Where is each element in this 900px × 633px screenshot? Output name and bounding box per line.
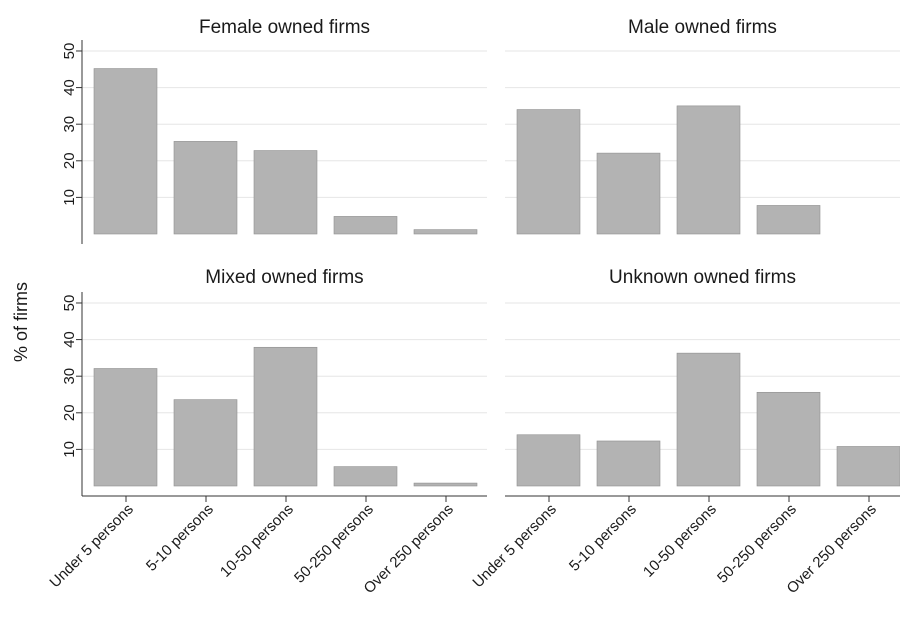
bar-p2-2 <box>253 346 318 487</box>
y-tick-label-p2-2: 30 <box>61 368 78 385</box>
x-tick-label-p3-4: Over 250 persons <box>783 501 879 597</box>
panel-title-p3: Unknown owned firms <box>609 267 796 288</box>
y-tick-label-p2-3: 40 <box>61 331 78 348</box>
bar-p2-0 <box>93 368 158 487</box>
bar-p3-2 <box>676 352 741 487</box>
y-tick-label-p0-4: 50 <box>61 43 78 60</box>
y-tick-label-p2-4: 50 <box>61 295 78 312</box>
x-tick-label-p3-3: 50-250 persons <box>714 501 800 587</box>
bar-p0-1 <box>173 141 238 235</box>
bar-p3-4 <box>836 446 900 487</box>
bar-p0-2 <box>253 150 318 235</box>
bar-p2-4 <box>413 482 478 487</box>
bar-p3-3 <box>756 391 821 487</box>
x-tick-label-p3-0: Under 5 persons <box>469 501 559 591</box>
bar-p1-1 <box>596 152 661 235</box>
y-tick-label-p2-1: 20 <box>61 404 78 421</box>
y-tick-label-p0-3: 40 <box>61 79 78 96</box>
bar-p2-3 <box>333 466 398 487</box>
y-tick-label-p0-2: 30 <box>61 116 78 133</box>
x-tick-label-p2-1: 5-10 persons <box>143 501 217 575</box>
bar-p3-1 <box>596 440 661 487</box>
x-tick-label-p3-2: 10-50 persons <box>640 501 720 581</box>
y-tick-label-p0-0: 10 <box>61 189 78 206</box>
bar-p1-3 <box>756 205 821 235</box>
bar-p3-0 <box>516 434 581 487</box>
bar-p0-3 <box>333 216 398 235</box>
x-tick-label-p2-4: Over 250 persons <box>360 501 456 597</box>
panel-title-p2: Mixed owned firms <box>205 267 363 288</box>
y-axis-label: % of firms <box>11 282 31 362</box>
x-tick-label-p2-0: Under 5 persons <box>46 501 136 591</box>
bar-p2-1 <box>173 399 238 487</box>
x-tick-label-p2-3: 50-250 persons <box>291 501 377 587</box>
bar-p0-0 <box>93 68 158 235</box>
panel-title-p1: Male owned firms <box>628 17 777 38</box>
bar-p1-0 <box>516 109 581 235</box>
panel-title-p0: Female owned firms <box>199 17 370 38</box>
bar-p1-2 <box>676 105 741 235</box>
y-tick-label-p2-0: 10 <box>61 441 78 458</box>
x-tick-label-p3-1: 5-10 persons <box>566 501 640 575</box>
y-tick-label-p0-1: 20 <box>61 152 78 169</box>
x-tick-label-p2-2: 10-50 persons <box>217 501 297 581</box>
bar-p0-4 <box>413 229 478 235</box>
